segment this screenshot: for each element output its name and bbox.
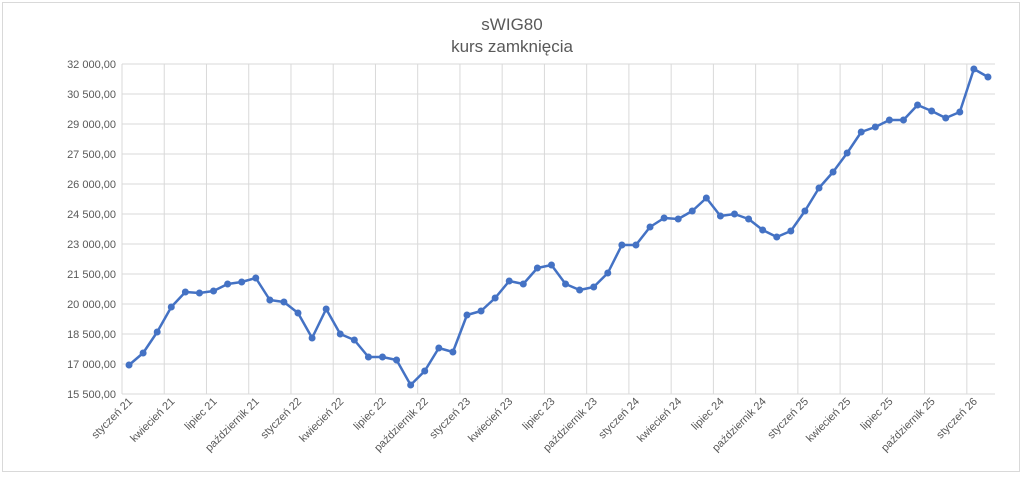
x-tick-label: lipiec 22	[352, 396, 389, 433]
data-point	[716, 212, 724, 220]
data-point	[759, 226, 767, 234]
data-point	[604, 269, 612, 277]
x-tick-label: lipiec 25	[858, 396, 895, 433]
data-point	[139, 349, 147, 357]
y-tick-label: 24 500,00	[67, 209, 116, 221]
data-point	[238, 278, 246, 286]
data-point	[871, 123, 879, 131]
y-axis-ticks: 15 500,00 17 000,00 18 500,00 20 000,00 21 5…	[67, 59, 116, 401]
data-point	[942, 114, 950, 122]
data-point	[899, 116, 907, 124]
data-point	[308, 334, 316, 342]
data-point	[167, 303, 175, 311]
data-point	[210, 287, 218, 295]
x-tick-label: kwiecień 22	[297, 396, 346, 445]
x-tick-label: styczeń 21	[89, 396, 135, 442]
data-point	[322, 305, 330, 313]
data-point	[646, 223, 654, 231]
x-tick-label: styczeń 26	[934, 396, 980, 442]
data-point	[928, 107, 936, 115]
data-point	[590, 283, 598, 291]
x-tick-label: styczeń 25	[765, 396, 811, 442]
data-point	[857, 128, 865, 136]
x-tick-label: lipiec 24	[690, 396, 727, 433]
data-point	[660, 214, 668, 222]
data-point	[533, 264, 541, 272]
y-tick-label: 32 000,00	[67, 59, 116, 71]
data-point	[674, 215, 682, 223]
data-point	[463, 311, 471, 319]
x-tick-label: kwiecień 23	[466, 396, 515, 445]
data-point	[815, 184, 823, 192]
data-point	[491, 294, 499, 302]
data-point	[280, 298, 288, 306]
series-group	[125, 65, 992, 389]
data-point	[632, 241, 640, 249]
data-point	[336, 330, 344, 338]
data-point	[224, 280, 232, 288]
gridlines	[121, 63, 995, 395]
chart-subtitle: kurs zamknięcia	[451, 37, 573, 56]
y-tick-label: 17 000,00	[67, 359, 116, 371]
y-tick-label: 23 000,00	[67, 239, 116, 251]
data-point	[843, 149, 851, 157]
data-point	[364, 353, 372, 361]
x-tick-label: styczeń 23	[427, 396, 473, 442]
data-point	[449, 348, 457, 356]
data-point	[195, 289, 203, 297]
data-point	[266, 296, 274, 304]
data-point	[885, 116, 893, 124]
data-point	[956, 108, 964, 116]
data-point	[702, 194, 710, 202]
y-tick-label: 15 500,00	[67, 389, 116, 401]
data-point	[519, 280, 527, 288]
y-tick-label: 26 000,00	[67, 179, 116, 191]
data-point	[829, 168, 837, 176]
data-point	[773, 233, 781, 241]
y-tick-label: 21 500,00	[67, 269, 116, 281]
data-point	[731, 210, 739, 218]
x-tick-label: kwiecień 24	[635, 396, 684, 445]
x-tick-label: styczeń 24	[596, 396, 642, 442]
series-line	[128, 67, 989, 387]
data-point	[970, 65, 978, 73]
x-tick-label: kwiecień 21	[128, 396, 177, 445]
data-point	[252, 274, 260, 282]
x-tick-label: kwiecień 25	[804, 396, 853, 445]
chart-title: sWIG80	[481, 15, 543, 34]
data-point	[745, 215, 753, 223]
data-point	[125, 361, 133, 369]
data-point	[787, 227, 795, 235]
x-tick-label: styczeń 22	[258, 396, 304, 442]
data-point	[407, 381, 415, 389]
data-point	[505, 277, 513, 285]
data-point	[984, 73, 992, 81]
data-point	[350, 336, 358, 344]
data-point	[153, 328, 161, 336]
y-tick-label: 20 000,00	[67, 299, 116, 311]
data-point	[421, 367, 429, 375]
data-point	[562, 280, 570, 288]
data-point	[477, 307, 485, 315]
data-point	[294, 309, 302, 317]
y-tick-label: 27 500,00	[67, 149, 116, 161]
data-point	[688, 207, 696, 215]
y-tick-label: 30 500,00	[67, 89, 116, 101]
data-point	[181, 288, 189, 296]
y-tick-label: 29 000,00	[67, 119, 116, 131]
data-point	[576, 286, 584, 294]
data-point	[618, 241, 626, 249]
data-point	[393, 356, 401, 364]
data-point	[547, 261, 555, 269]
data-point	[801, 207, 809, 215]
y-tick-label: 18 500,00	[67, 329, 116, 341]
x-tick-label: lipiec 23	[521, 396, 558, 433]
data-point	[914, 101, 922, 109]
data-point	[378, 353, 386, 361]
x-tick-label: lipiec 21	[183, 396, 220, 433]
data-point	[435, 344, 443, 352]
